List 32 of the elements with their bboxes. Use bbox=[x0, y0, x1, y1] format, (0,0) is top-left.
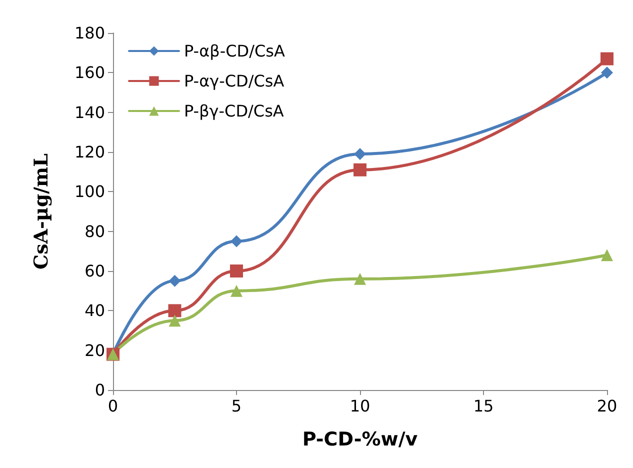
y-tick-label: 20 bbox=[84, 340, 105, 360]
point bbox=[230, 235, 242, 248]
y-tick-label: 180 bbox=[74, 24, 105, 42]
y-tick-label: 40 bbox=[84, 301, 105, 320]
y-tick-label: 140 bbox=[74, 102, 105, 122]
x-axis-title: P-CD-%w/v bbox=[302, 428, 418, 450]
legend-label: P-βγ-CD/CsA bbox=[184, 102, 284, 120]
x-tick-label: 0 bbox=[108, 396, 118, 416]
y-tick-label: 100 bbox=[74, 182, 105, 202]
point bbox=[230, 284, 242, 297]
point bbox=[168, 274, 181, 287]
point bbox=[354, 272, 366, 285]
x-tick-label: 20 bbox=[596, 396, 618, 416]
point bbox=[354, 163, 366, 176]
x-tick-label: 10 bbox=[350, 396, 370, 416]
y-tick-label: 160 bbox=[74, 63, 105, 82]
x-tick-label: 15 bbox=[473, 396, 494, 416]
x-tick-label: 5 bbox=[231, 396, 242, 416]
point bbox=[168, 314, 181, 327]
legend-label: P-αβ-CD/CsA bbox=[184, 42, 285, 60]
point bbox=[601, 66, 613, 79]
point bbox=[230, 264, 243, 278]
y-tick-label: 60 bbox=[84, 262, 105, 280]
y-tick-label: 120 bbox=[74, 142, 105, 162]
point bbox=[168, 304, 182, 318]
point bbox=[601, 249, 613, 262]
point bbox=[354, 148, 366, 160]
legend-label: P-αγ-CD/CsA bbox=[184, 72, 284, 90]
y-tick-label: 0 bbox=[94, 380, 105, 400]
y-tick-label: 80 bbox=[84, 222, 105, 241]
y-axis-title: CsA-µg/mL bbox=[30, 153, 52, 270]
point bbox=[600, 52, 614, 66]
